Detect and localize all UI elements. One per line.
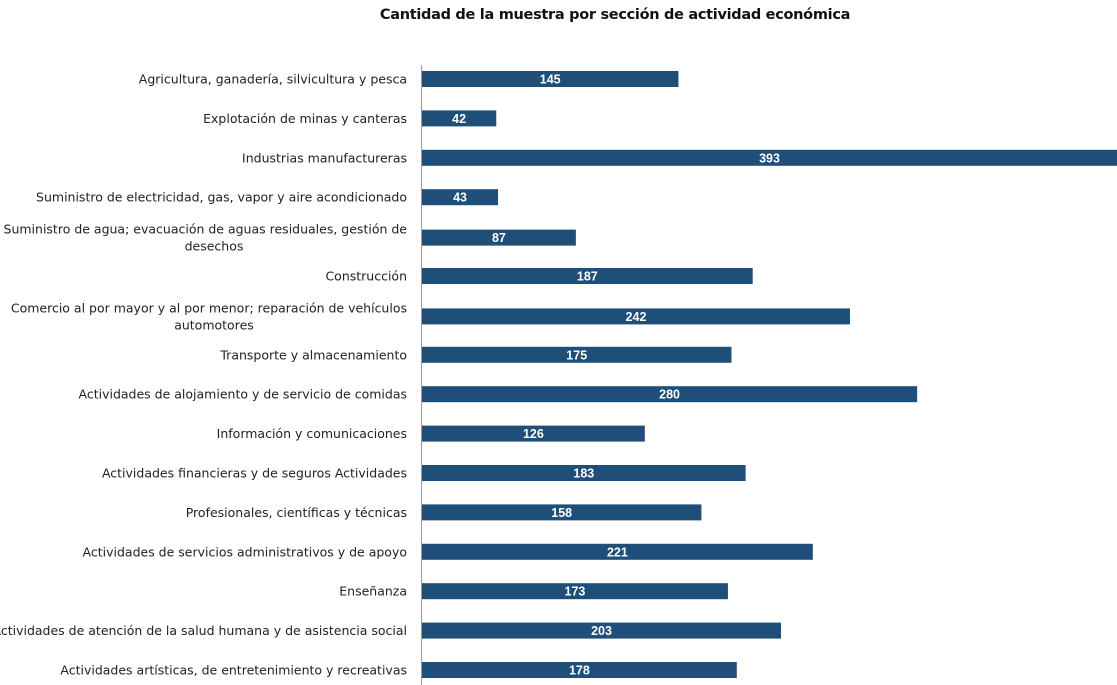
- category-label: Comercio al por mayor y al por menor; re…: [11, 300, 407, 315]
- data-label: 87: [492, 231, 506, 245]
- category-labels-layer: Agricultura, ganadería, silvicultura y p…: [0, 72, 407, 678]
- data-label: 173: [565, 585, 586, 599]
- category-label: Actividades de servicios administrativos…: [83, 544, 407, 559]
- data-label: 203: [591, 624, 612, 638]
- chart-title: Cantidad de la muestra por sección de ac…: [379, 7, 851, 23]
- data-label: 126: [523, 427, 544, 441]
- category-label: Actividades de alojamiento y de servicio…: [79, 387, 407, 402]
- bar: [422, 189, 499, 206]
- bar: [422, 543, 813, 560]
- bar: [422, 386, 918, 403]
- data-label: 242: [626, 310, 647, 324]
- bar: [422, 662, 737, 678]
- data-label: 175: [566, 348, 587, 362]
- category-label: Construcción: [325, 269, 407, 284]
- category-label: Información y comunicaciones: [217, 426, 407, 441]
- data-label: 393: [759, 151, 780, 165]
- data-label: 178: [569, 664, 590, 678]
- category-label: Enseñanza: [339, 584, 407, 599]
- data-label: 43: [453, 191, 467, 205]
- data-label: 280: [659, 388, 680, 402]
- bar: [422, 346, 732, 363]
- category-label: Actividades financieras y de seguros Act…: [102, 466, 407, 481]
- category-label: Transporte y almacenamiento: [219, 347, 407, 362]
- bars-layer: 145 42 393 43 87 187 242 175 280 126 183 158 221 173 2…: [422, 71, 1117, 678]
- category-label: desechos: [185, 239, 244, 254]
- category-label: Industrias manufactureras: [242, 150, 407, 165]
- category-label: Suministro de agua; evacuación de aguas …: [4, 222, 408, 237]
- data-label: 158: [551, 506, 572, 520]
- category-label: Suministro de electricidad, gas, vapor y…: [36, 190, 407, 205]
- data-label: 187: [577, 270, 598, 284]
- category-label: Actividades de atención de la salud huma…: [0, 623, 407, 638]
- bar: [422, 583, 728, 600]
- bar: [422, 149, 1117, 166]
- bar: [422, 268, 753, 284]
- data-label: 145: [540, 73, 561, 87]
- data-label: 183: [573, 467, 594, 481]
- bar: [422, 622, 781, 639]
- category-label: automotores: [174, 317, 254, 332]
- bar: [422, 504, 702, 521]
- data-label: 42: [452, 112, 466, 126]
- category-label: Explotación de minas y canteras: [203, 111, 407, 126]
- bar: [422, 229, 576, 246]
- bar: [422, 71, 679, 87]
- data-label: 221: [607, 545, 628, 559]
- bar: [422, 425, 645, 442]
- bar: [422, 308, 850, 325]
- category-label: Profesionales, científicas y técnicas: [186, 505, 407, 520]
- category-label: Agricultura, ganadería, silvicultura y p…: [139, 72, 407, 87]
- category-label: Actividades artísticas, de entretenimien…: [60, 663, 407, 678]
- bar: [422, 110, 497, 127]
- bar: [422, 465, 746, 481]
